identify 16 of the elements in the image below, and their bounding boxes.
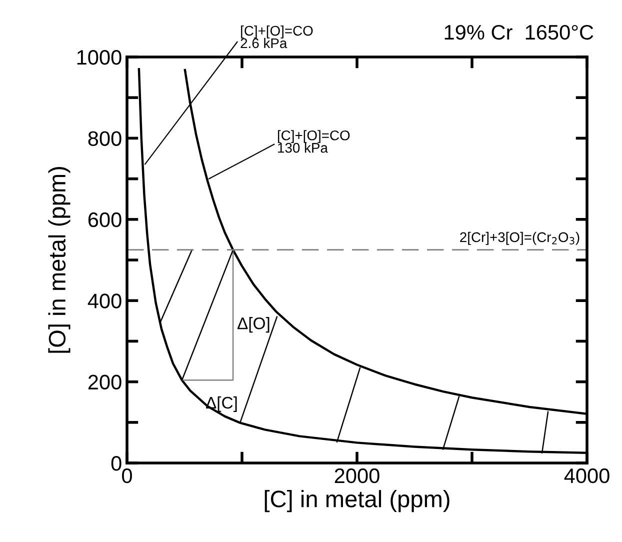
x-axis-title: [C] in metal (ppm) xyxy=(264,490,450,512)
y-tick-label: 800 xyxy=(88,131,122,146)
annotation: [C]+[O]=CO 2.6 kPa xyxy=(240,25,313,48)
annotation: [C]+[O]=CO 130 kPa xyxy=(278,130,350,153)
x-tick-label: 4000 xyxy=(564,468,610,484)
chart-title: 19% Cr 1650°C xyxy=(444,24,594,40)
annotation: Δ[O] xyxy=(238,317,270,333)
ref-line-label: 2[Cr]+3[O]=(Cr$_{2}$O$_{3}$) xyxy=(460,232,580,245)
y-tick-label: 400 xyxy=(88,294,122,308)
x-tick-label: 0 xyxy=(122,468,132,484)
x-tick-label: 2000 xyxy=(334,468,380,484)
y-tick-label: 1000 xyxy=(77,50,122,65)
y-tick-label: 600 xyxy=(88,212,122,228)
y-axis-title: [O] in metal (ppm) xyxy=(48,166,70,353)
y-tick-label: 200 xyxy=(88,374,122,390)
y-tick-label: 0 xyxy=(111,456,122,471)
